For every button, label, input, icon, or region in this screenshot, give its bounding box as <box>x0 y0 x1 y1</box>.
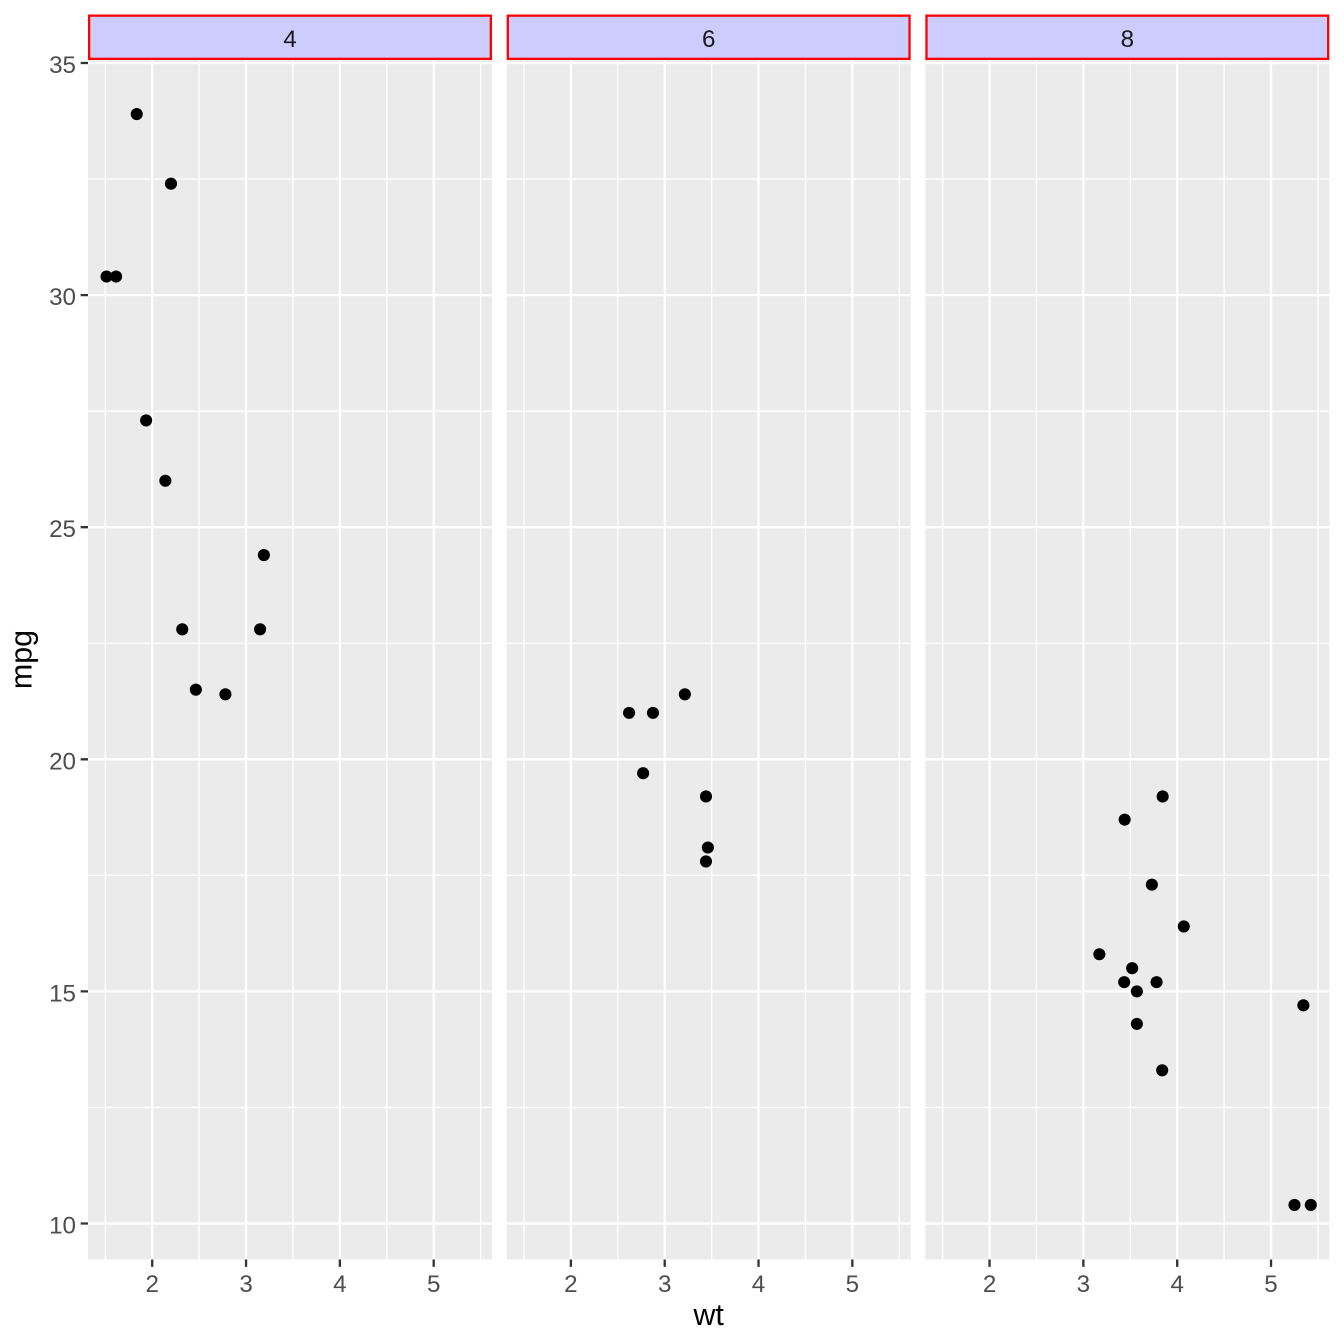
svg-text:4: 4 <box>1170 1271 1183 1298</box>
svg-text:4: 4 <box>752 1271 765 1298</box>
svg-text:3: 3 <box>1077 1271 1090 1298</box>
svg-text:2: 2 <box>983 1271 996 1298</box>
svg-text:8: 8 <box>1121 26 1134 53</box>
svg-text:6: 6 <box>702 26 715 53</box>
svg-text:20: 20 <box>49 748 76 775</box>
svg-text:5: 5 <box>1264 1271 1277 1298</box>
svg-text:3: 3 <box>658 1271 671 1298</box>
svg-text:25: 25 <box>49 516 76 543</box>
svg-text:35: 35 <box>49 52 76 79</box>
svg-text:2: 2 <box>145 1271 158 1298</box>
svg-text:wt: wt <box>692 1298 724 1332</box>
svg-text:5: 5 <box>427 1271 440 1298</box>
svg-text:mpg: mpg <box>5 630 39 689</box>
svg-text:4: 4 <box>283 26 296 53</box>
svg-text:4: 4 <box>333 1271 346 1298</box>
svg-text:10: 10 <box>49 1213 76 1240</box>
svg-text:30: 30 <box>49 284 76 311</box>
svg-text:2: 2 <box>564 1271 577 1298</box>
svg-text:5: 5 <box>846 1271 859 1298</box>
svg-text:3: 3 <box>239 1271 252 1298</box>
svg-text:15: 15 <box>49 980 76 1007</box>
